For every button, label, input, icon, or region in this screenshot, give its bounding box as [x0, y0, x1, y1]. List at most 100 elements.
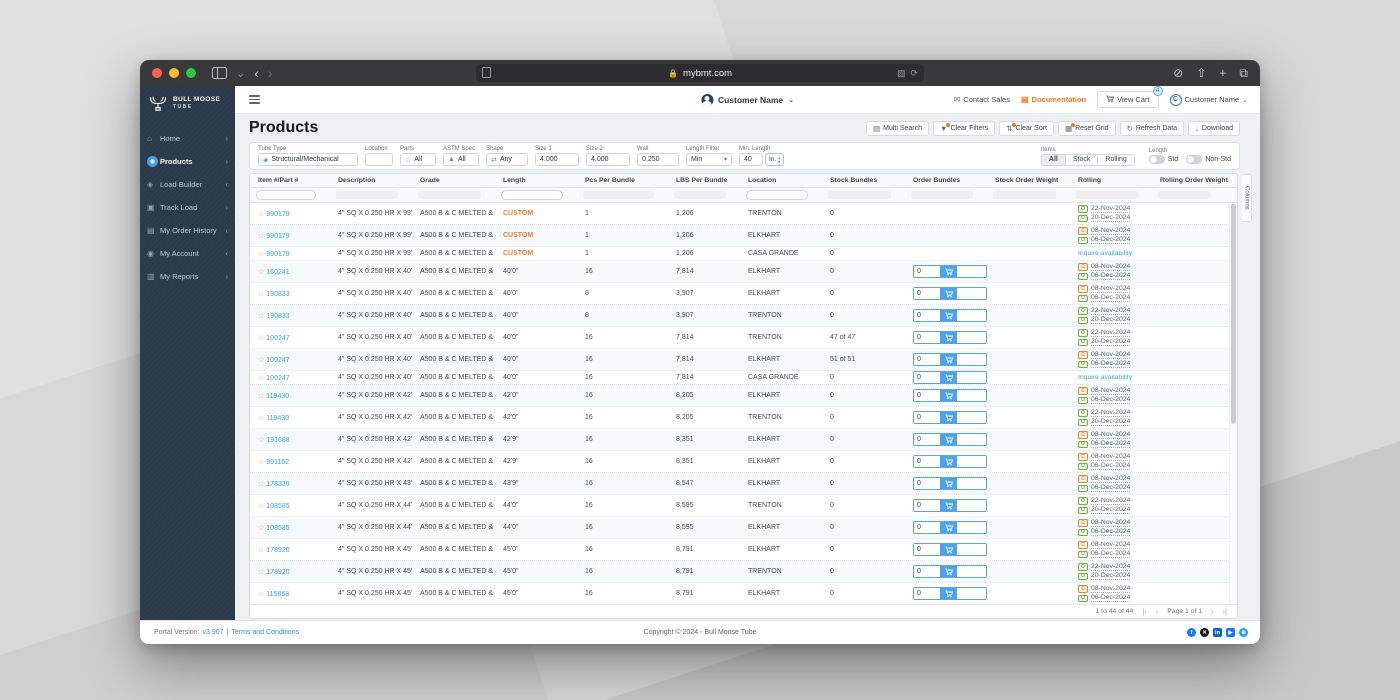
shape-input[interactable]: ⇄Any: [486, 153, 528, 166]
rolling-date-link[interactable]: 08-Nov-2024: [1091, 475, 1130, 483]
rolling-date-link[interactable]: 22-Nov-2024: [1091, 409, 1130, 417]
inquire-availability-link[interactable]: Inquire availability: [1078, 250, 1152, 257]
add-to-cart-button[interactable]: [940, 412, 957, 423]
item-number-link[interactable]: 990179: [266, 233, 289, 240]
column-header-rolling[interactable]: Rolling: [1070, 174, 1152, 187]
terms-link[interactable]: Terms and Conditions: [231, 629, 299, 636]
order-quantity-input[interactable]: [914, 288, 940, 299]
previous-page-button[interactable]: ‹: [1156, 607, 1159, 616]
rolling-date-link[interactable]: 06-Dec-2024: [1091, 484, 1130, 492]
item-number-link[interactable]: 991162: [266, 459, 289, 466]
order-quantity-input[interactable]: [914, 412, 940, 423]
order-quantity-input[interactable]: [914, 566, 940, 577]
order-quantity-input[interactable]: [914, 310, 940, 321]
length-toggle-std[interactable]: Std: [1149, 155, 1179, 164]
add-to-cart-button[interactable]: [940, 332, 957, 343]
item-number-link[interactable]: 191688: [266, 437, 289, 444]
item-number-link[interactable]: 190833: [266, 291, 289, 298]
favorite-star-icon[interactable]: ☆: [258, 591, 264, 598]
rolling-date-link[interactable]: 20-Dec-2024: [1091, 418, 1130, 426]
favorite-star-icon[interactable]: ☆: [258, 569, 264, 576]
multi-search-button[interactable]: ▤Multi Search: [866, 121, 929, 136]
bull-moose-logo[interactable]: BULL MOOSE TUBE: [140, 86, 235, 115]
order-quantity-input[interactable]: [914, 522, 940, 533]
column-header-stock-bundles[interactable]: Stock Bundles: [822, 174, 905, 187]
item-number-link[interactable]: 178920: [266, 569, 289, 576]
zoom-window-button[interactable]: [186, 68, 196, 78]
length-filter-input[interactable]: Min▾: [686, 153, 732, 166]
sidebar-item-my-reports[interactable]: ▥My Reports›: [140, 265, 235, 288]
favorite-star-icon[interactable]: ☆: [258, 211, 264, 218]
order-quantity-input[interactable]: [914, 500, 940, 511]
sidebar-toggle-icon[interactable]: [212, 67, 227, 79]
wall-input[interactable]: 0.250: [637, 153, 679, 166]
add-to-cart-button[interactable]: [940, 544, 957, 555]
column-header-stock-order-weight[interactable]: Stock Order Weight: [987, 174, 1070, 187]
rolling-date-link[interactable]: 06-Dec-2024: [1091, 462, 1130, 470]
rolling-date-link[interactable]: 20-Dec-2024: [1091, 316, 1130, 324]
column-header-length[interactable]: Length: [495, 174, 577, 187]
order-quantity-input[interactable]: [914, 588, 940, 599]
rolling-date-link[interactable]: 08-Nov-2024: [1091, 585, 1130, 593]
size-1-input[interactable]: 4.000: [535, 153, 579, 166]
column-header-location[interactable]: Location: [740, 174, 822, 187]
favorite-star-icon[interactable]: ☆: [258, 415, 264, 422]
items-option-all[interactable]: All: [1041, 154, 1066, 166]
rolling-date-link[interactable]: 22-Nov-2024: [1091, 205, 1130, 213]
favorite-star-icon[interactable]: ☆: [258, 393, 264, 400]
forward-button[interactable]: ›: [268, 65, 273, 81]
reset-grid-button[interactable]: ▦Reset Grid: [1058, 121, 1116, 136]
grid-scrollbar[interactable]: [1229, 203, 1237, 603]
order-quantity-input[interactable]: [914, 390, 940, 401]
add-to-cart-button[interactable]: [940, 456, 957, 467]
location-input[interactable]: [365, 153, 393, 166]
last-page-button[interactable]: ›|: [1223, 607, 1227, 616]
rolling-date-link[interactable]: 06-Dec-2024: [1091, 528, 1130, 536]
favorite-star-icon[interactable]: ☆: [258, 313, 264, 320]
downloads-icon[interactable]: ⊘: [1173, 66, 1183, 80]
order-quantity-input[interactable]: [914, 456, 940, 467]
column-header-grade[interactable]: Grade: [412, 174, 495, 187]
column-header-pcs-per-bundle[interactable]: Pcs Per Bundle: [577, 174, 668, 187]
sidebar-item-track-load[interactable]: ▣Track Load›: [140, 196, 235, 219]
item-number-link[interactable]: 100247: [266, 375, 289, 382]
inquire-availability-link[interactable]: Inquire availability: [1078, 374, 1152, 381]
favorite-star-icon[interactable]: ☆: [258, 375, 264, 382]
rolling-date-link[interactable]: 08-Nov-2024: [1091, 285, 1130, 293]
youtube-icon[interactable]: ▶: [1226, 628, 1235, 637]
item-number-link[interactable]: 108585: [266, 525, 289, 532]
rolling-date-link[interactable]: 22-Nov-2024: [1091, 563, 1130, 571]
sidebar-item-home[interactable]: ⌂Home›: [140, 127, 235, 150]
rolling-date-link[interactable]: 06-Dec-2024: [1091, 396, 1130, 404]
website-icon[interactable]: ⊕: [1239, 628, 1248, 637]
item-number-link[interactable]: 990179: [266, 251, 289, 258]
add-to-cart-button[interactable]: [940, 500, 957, 511]
add-to-cart-button[interactable]: [940, 354, 957, 365]
column-filter-input[interactable]: [746, 190, 808, 200]
customer-selector[interactable]: Customer Name ⌄: [701, 94, 794, 106]
item-number-link[interactable]: 119430: [266, 393, 289, 400]
add-to-cart-button[interactable]: [940, 566, 957, 577]
reload-icon[interactable]: ⟳: [910, 68, 918, 79]
min-length-input[interactable]: 40: [739, 153, 763, 166]
add-to-cart-button[interactable]: [940, 390, 957, 401]
favorite-star-icon[interactable]: ☆: [258, 251, 264, 258]
new-tab-icon[interactable]: +: [1219, 66, 1226, 80]
favorite-star-icon[interactable]: ☆: [258, 481, 264, 488]
translate-icon[interactable]: ▧: [897, 68, 906, 79]
share-icon[interactable]: ⇧: [1196, 66, 1206, 80]
order-quantity-input[interactable]: [914, 478, 940, 489]
rolling-date-link[interactable]: 20-Dec-2024: [1091, 572, 1130, 580]
rolling-date-link[interactable]: 08-Nov-2024: [1091, 541, 1130, 549]
column-header-description[interactable]: Description: [330, 174, 412, 187]
order-quantity-input[interactable]: [914, 332, 940, 343]
minimize-window-button[interactable]: [169, 68, 179, 78]
add-to-cart-button[interactable]: [940, 434, 957, 445]
add-to-cart-button[interactable]: [940, 588, 957, 599]
favorite-star-icon[interactable]: ☆: [258, 291, 264, 298]
refresh-data-button[interactable]: ↻Refresh Data: [1120, 121, 1185, 136]
sidebar-item-products[interactable]: ◉Products›: [140, 150, 235, 173]
rolling-date-link[interactable]: 08-Nov-2024: [1091, 263, 1130, 271]
item-number-link[interactable]: 108585: [266, 503, 289, 510]
sidebar-item-load-builder[interactable]: ◈Load Builder‹: [140, 173, 235, 196]
